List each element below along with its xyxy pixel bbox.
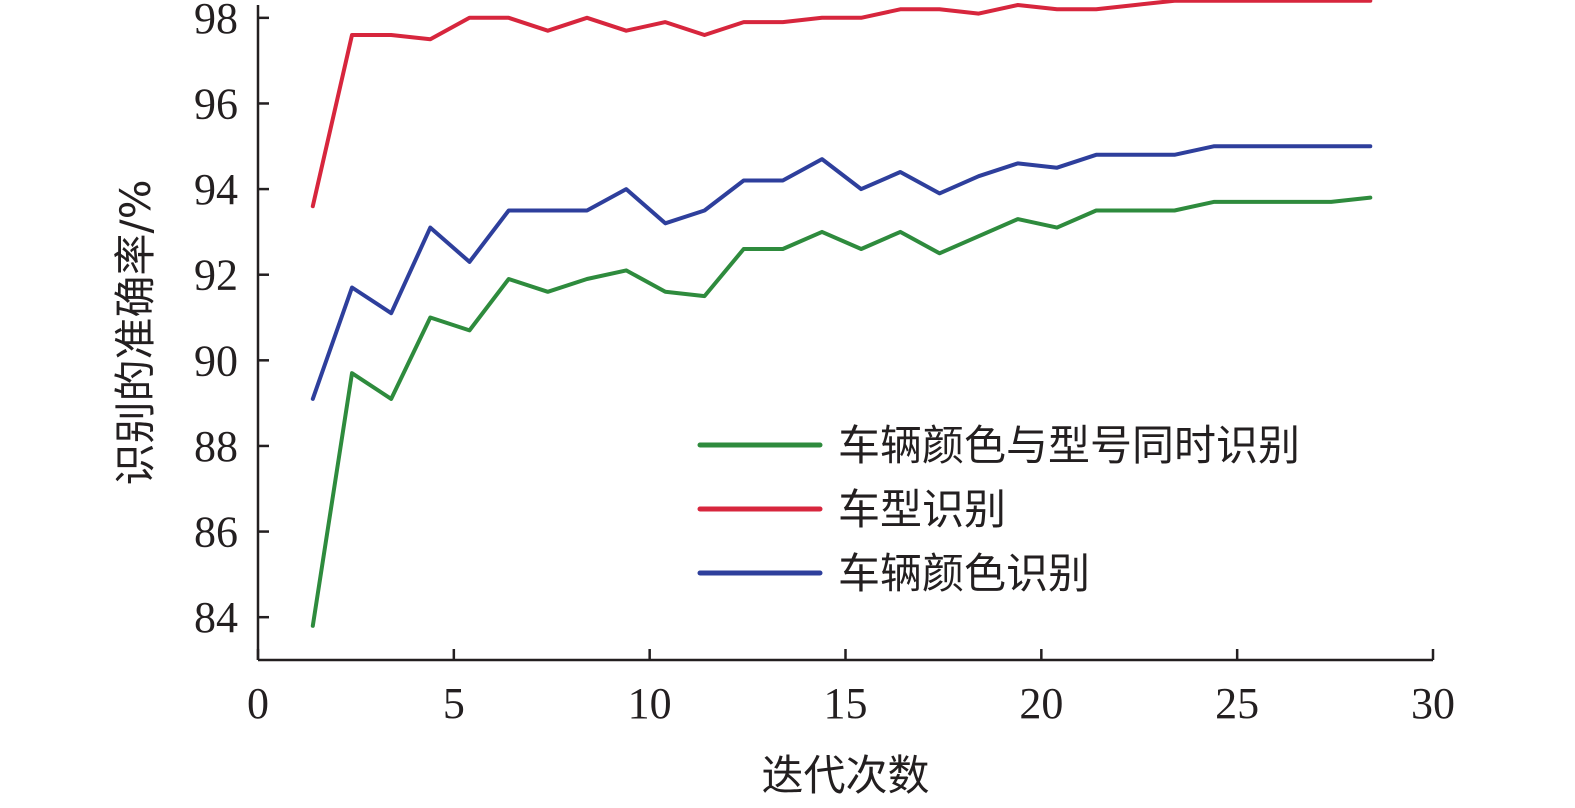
x-tick-label: 30: [1411, 679, 1455, 728]
y-tick-label: 86: [194, 508, 238, 557]
series-line-3: [310, 144, 1373, 401]
y-tick-label: 94: [194, 165, 238, 214]
y-tick-label: 98: [194, 0, 238, 43]
series-lines: [310, 0, 1373, 628]
legend-label-1: 车辆颜色与型号同时识别: [838, 421, 1300, 470]
x-tick-label: 25: [1215, 679, 1259, 728]
x-tick-label: 15: [824, 679, 868, 728]
y-tick-label: 92: [194, 251, 238, 300]
x-tick-label: 5: [443, 679, 465, 728]
x-tick-label: 0: [247, 679, 269, 728]
y-ticks: 84 86 88 90 92 94 96 98: [194, 0, 269, 642]
series-line-1: [310, 195, 1373, 628]
x-tick-label: 10: [628, 679, 672, 728]
x-tick-label: 20: [1019, 679, 1063, 728]
x-ticks: 0 5 10 15 20 25 30: [247, 649, 1455, 728]
legend-label-3: 车辆颜色识别: [838, 549, 1090, 598]
y-tick-label: 84: [194, 593, 238, 642]
y-axis-title: 识别的准确率/%: [111, 179, 160, 485]
series-line-2: [310, 0, 1373, 209]
x-axis-title: 迭代次数: [761, 751, 929, 800]
legend-label-2: 车型识别: [838, 485, 1006, 534]
y-tick-label: 96: [194, 79, 238, 128]
y-tick-label: 90: [194, 336, 238, 385]
y-tick-label: 88: [194, 422, 238, 471]
